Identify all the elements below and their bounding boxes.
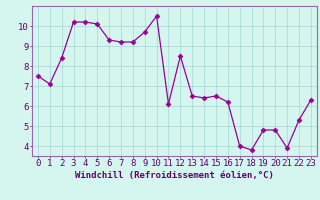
X-axis label: Windchill (Refroidissement éolien,°C): Windchill (Refroidissement éolien,°C) (75, 171, 274, 180)
